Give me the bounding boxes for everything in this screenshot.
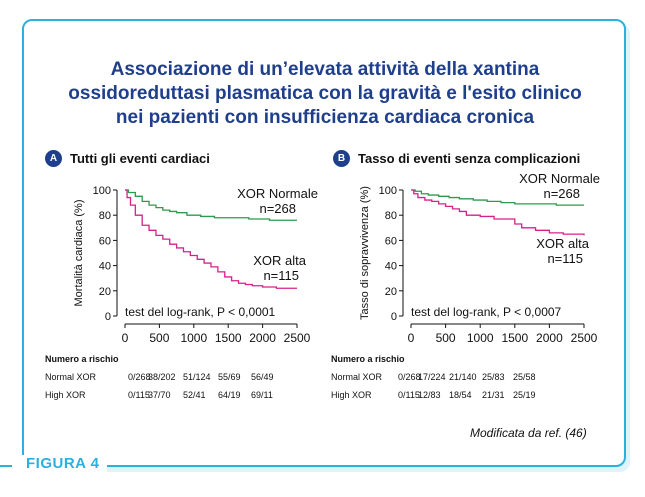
y-tick-label: 0 (391, 311, 397, 323)
y-axis-label: Mortalità cardiaca (%) (73, 200, 85, 307)
panel-b-title: Tasso di eventi senza complicazioni (358, 151, 581, 166)
panel-b-heading: B Tasso di eventi senza complicazioni (333, 150, 580, 167)
log-rank-test-label: test del log-rank, P < 0,0007 (411, 305, 562, 319)
panel-a-title: Tutti gli eventi cardiaci (70, 151, 210, 166)
km-curve-xor-normale (125, 189, 297, 221)
log-rank-test-label: test del log-rank, P < 0,0001 (125, 305, 276, 319)
risk-cell: 21/140 (449, 372, 477, 382)
title-line-3: nei pazienti con insufficienza cardiaca … (115, 107, 535, 128)
risk-cell: 21/31 (482, 390, 505, 400)
risk-row-label: Normal XOR (331, 372, 383, 382)
panel-a-heading: A Tutti gli eventi cardiaci (45, 150, 210, 167)
risk-cell: 37/70 (148, 390, 171, 400)
figure-title: Associazione di un’elevata attività dell… (30, 58, 620, 130)
figure-frame (22, 19, 626, 467)
risk-cell: 0/268 (128, 372, 151, 382)
risk-cell: 69/11 (251, 390, 273, 400)
risk-cell: 0/115 (128, 390, 150, 400)
y-tick-label: 60 (99, 235, 111, 247)
panel-a-badge: A (45, 150, 62, 167)
figure-label: FIGURA 4 (12, 455, 108, 472)
km-curve-xor-alta (125, 189, 297, 289)
x-tick-label: 1500 (501, 331, 528, 345)
risk-cell: 12/83 (418, 390, 441, 400)
title-line-2: ossidoreduttasi plasmatica con la gravit… (68, 83, 582, 104)
panel-b-badge: B (333, 150, 350, 167)
x-tick-label: 1500 (215, 331, 242, 345)
risk-cell: 0/115 (398, 390, 420, 400)
risk-cell: 25/58 (513, 372, 536, 382)
x-tick-label: 0 (122, 331, 129, 345)
y-tick-label: 20 (99, 286, 111, 298)
y-tick-label: 0 (105, 311, 111, 323)
y-tick-label: 20 (385, 286, 397, 298)
footnote: Modificata da ref. (46) (470, 426, 587, 440)
risk-row-label: High XOR (331, 390, 372, 400)
series-label: XOR Normale (237, 186, 318, 201)
risk-row-label: Normal XOR (45, 372, 97, 382)
series-label: XOR Normale (519, 171, 600, 186)
y-tick-label: 80 (99, 210, 111, 222)
x-tick-label: 1000 (180, 331, 207, 345)
risk-cell: 17/224 (418, 372, 446, 382)
risk-cell: 52/41 (183, 390, 206, 400)
risk-row-label: High XOR (45, 390, 86, 400)
x-tick-label: 2500 (284, 331, 311, 345)
series-n-label: n=115 (263, 268, 299, 283)
risk-cell: 56/49 (251, 372, 274, 382)
y-tick-label: 40 (99, 261, 111, 273)
x-tick-label: 2000 (536, 331, 563, 345)
y-tick-label: 40 (385, 261, 397, 273)
series-n-label: n=268 (543, 186, 580, 201)
risk-cell: 51/124 (183, 372, 211, 382)
y-tick-label: 80 (385, 210, 397, 222)
figure-label-rule (0, 465, 12, 467)
series-label: XOR alta (253, 253, 307, 268)
x-tick-label: 1000 (467, 331, 494, 345)
km-curve-xor-normale (411, 189, 584, 206)
y-tick-label: 100 (379, 185, 397, 197)
risk-cell: 18/54 (449, 390, 472, 400)
km-curve-xor-alta (411, 189, 585, 236)
y-axis-label: Tasso di sopravvivenza (%) (359, 186, 371, 320)
risk-cell: 38/202 (148, 372, 176, 382)
title-line-1: Associazione di un’elevata attività dell… (110, 59, 540, 80)
x-tick-label: 2000 (249, 331, 276, 345)
risk-cell: 55/69 (218, 372, 241, 382)
risk-cell: 64/19 (218, 390, 241, 400)
risk-table-a-title: Numero a rischio (45, 354, 119, 364)
x-tick-label: 500 (436, 331, 456, 345)
series-n-label: n=268 (259, 201, 296, 216)
x-tick-label: 500 (149, 331, 169, 345)
series-n-label: n=115 (547, 251, 583, 266)
risk-cell: 25/19 (513, 390, 536, 400)
y-tick-label: 60 (385, 235, 397, 247)
x-tick-label: 2500 (571, 331, 598, 345)
x-tick-label: 0 (408, 331, 415, 345)
series-label: XOR alta (536, 236, 590, 251)
risk-cell: 0/268 (398, 372, 421, 382)
risk-cell: 25/83 (482, 372, 505, 382)
y-tick-label: 100 (93, 185, 111, 197)
risk-table-b-title: Numero a rischio (331, 354, 405, 364)
